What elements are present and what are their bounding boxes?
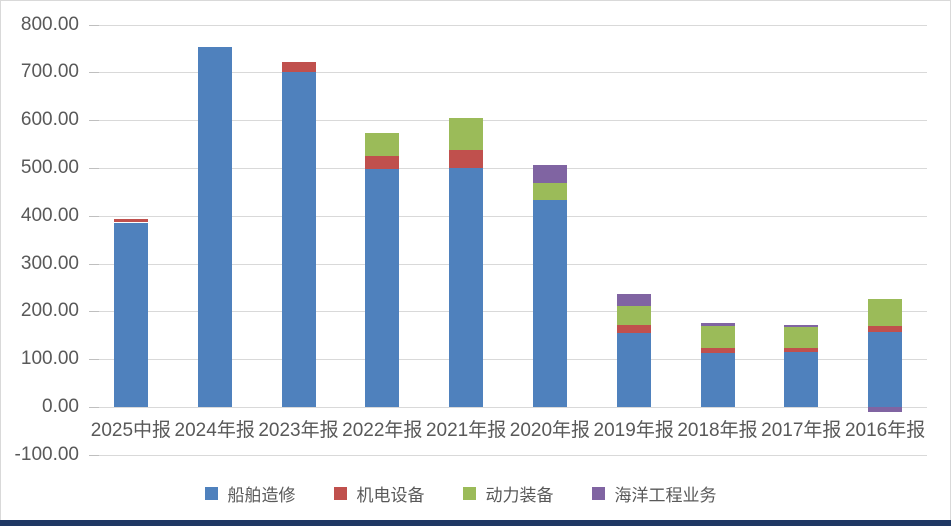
bar-segment	[616, 306, 651, 326]
gridline	[89, 263, 927, 265]
bar-segment	[616, 293, 651, 307]
y-axis-tick-label: 400.00	[20, 204, 79, 226]
bar-segment	[281, 72, 316, 407]
gridline	[89, 311, 927, 313]
bar-segment	[532, 182, 567, 200]
x-axis-category-label: 2017年报	[761, 420, 842, 441]
bar-segment	[868, 332, 903, 407]
bar-segment	[449, 168, 484, 407]
bar-segment	[616, 332, 651, 407]
legend-item: 海洋工程业务	[591, 481, 717, 506]
bar-segment	[868, 407, 903, 412]
legend-swatch	[591, 486, 605, 500]
gridline	[89, 24, 927, 26]
y-axis-tick-label: 0.00	[42, 396, 79, 417]
bar-segment	[281, 61, 316, 73]
bar-segment	[868, 326, 903, 332]
y-axis-tick	[89, 454, 99, 456]
bar-segment	[532, 164, 567, 183]
legend-label: 动力装备	[485, 485, 554, 505]
legend-label: 机电设备	[356, 485, 425, 505]
legend-item: 机电设备	[333, 481, 425, 506]
gridline	[89, 407, 927, 408]
y-axis-tick	[89, 407, 99, 408]
legend-label: 海洋工程业务	[614, 485, 717, 505]
y-axis-tick-label: 800.00	[20, 13, 79, 35]
y-axis-tick-label: 200.00	[20, 300, 79, 322]
x-axis-category-label: 2024年报	[174, 420, 255, 441]
gridline	[89, 72, 927, 74]
gridline	[89, 359, 927, 361]
x-axis-category-label: 2022年报	[342, 420, 423, 441]
bar-segment	[113, 222, 148, 407]
bar-segment	[700, 353, 735, 407]
x-axis-category-label: 2023年报	[258, 420, 339, 441]
y-axis-tick	[89, 311, 99, 313]
y-axis-tick	[89, 168, 99, 169]
gridline	[89, 120, 927, 122]
legend-swatch	[333, 486, 347, 500]
y-axis-tick-label: 100.00	[20, 348, 79, 370]
bar-segment	[784, 352, 819, 407]
bar-segment	[532, 200, 567, 407]
gridline	[89, 168, 927, 169]
y-axis-tick	[89, 359, 99, 361]
bar-segment	[868, 299, 903, 327]
x-axis-category-label: 2021年报	[425, 420, 507, 441]
legend-item: 动力装备	[462, 481, 554, 506]
y-axis-tick-label: 600.00	[20, 109, 79, 131]
y-axis-tick	[89, 24, 99, 26]
bar-segment	[700, 323, 735, 326]
bar-segment	[700, 325, 735, 348]
x-axis-category-label: 2019年报	[593, 420, 674, 441]
bar-segment	[365, 132, 400, 156]
bar-segment	[365, 156, 400, 170]
x-axis-category-label: 2018年报	[677, 420, 758, 441]
bottom-bar	[0, 520, 951, 526]
y-axis-tick-label: 700.00	[20, 61, 79, 83]
bar-segment	[197, 46, 232, 407]
gridline	[89, 454, 927, 456]
bar-segment	[700, 347, 735, 353]
bar-segment	[784, 326, 819, 348]
gridline	[89, 215, 927, 217]
y-axis-tick-label: -100.00	[14, 443, 79, 465]
y-axis-tick	[89, 215, 99, 217]
legend-swatch	[462, 486, 476, 500]
bar-segment	[365, 169, 400, 407]
bar-segment	[616, 325, 651, 333]
legend-swatch	[204, 486, 218, 500]
bar-segment	[784, 324, 819, 327]
legend: 船舶造修 机电设备 动力装备 海洋工程业务	[1, 481, 920, 505]
x-axis-category-label: 2016年报	[844, 420, 926, 441]
legend-label: 船舶造修	[227, 485, 296, 505]
y-axis-tick	[89, 120, 99, 122]
bar-segment	[449, 149, 484, 168]
y-axis-tick-label: 300.00	[20, 252, 79, 274]
bar-segment	[449, 117, 484, 150]
bar-segment	[113, 219, 148, 223]
legend-item: 船舶造修	[204, 481, 296, 506]
y-axis-tick-label: 500.00	[20, 157, 79, 178]
y-axis-tick	[89, 263, 99, 265]
bar-segment	[784, 347, 819, 352]
x-axis-category-label: 2025中报	[90, 420, 172, 441]
y-axis-tick	[89, 72, 99, 74]
x-axis-category-label: 2020年报	[509, 420, 591, 441]
